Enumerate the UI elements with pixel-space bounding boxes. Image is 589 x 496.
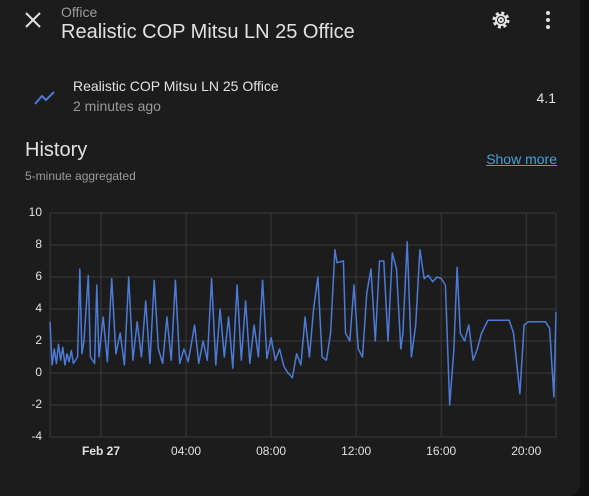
title: Realistic COP Mitsu LN 25 Office — [61, 21, 355, 43]
y-tick-label: 10 — [29, 205, 43, 219]
entity-name: Realistic COP Mitsu LN 25 Office — [73, 78, 279, 94]
x-tick-label: 04:00 — [171, 444, 201, 458]
y-tick-label: 0 — [35, 365, 42, 379]
y-tick-label: -4 — [31, 429, 42, 443]
menu-icon[interactable] — [546, 11, 550, 29]
subtitle: Office — [61, 4, 98, 20]
y-tick-label: 6 — [35, 269, 42, 283]
close-icon[interactable] — [25, 12, 41, 28]
y-tick-label: 8 — [35, 237, 42, 251]
history-title: History — [25, 139, 88, 161]
x-tick-label: 08:00 — [256, 444, 286, 458]
state: 4.1 — [536, 90, 556, 106]
show-more-link[interactable]: Show more — [486, 151, 557, 167]
x-tick-label: 20:00 — [511, 444, 541, 458]
x-tick-label: 12:00 — [341, 444, 371, 458]
y-tick-label: 2 — [35, 333, 42, 347]
x-tick-label: Feb 27 — [82, 444, 120, 458]
settings-icon[interactable] — [492, 11, 510, 29]
y-tick-label: 4 — [35, 301, 42, 315]
aggregation-note: 5-minute aggregated — [25, 169, 136, 183]
data-line — [49, 241, 557, 406]
x-tick-label: 16:00 — [426, 444, 456, 458]
y-tick-label: -2 — [31, 397, 42, 411]
last-changed: 2 minutes ago — [73, 98, 161, 114]
entity-icon — [34, 91, 55, 105]
